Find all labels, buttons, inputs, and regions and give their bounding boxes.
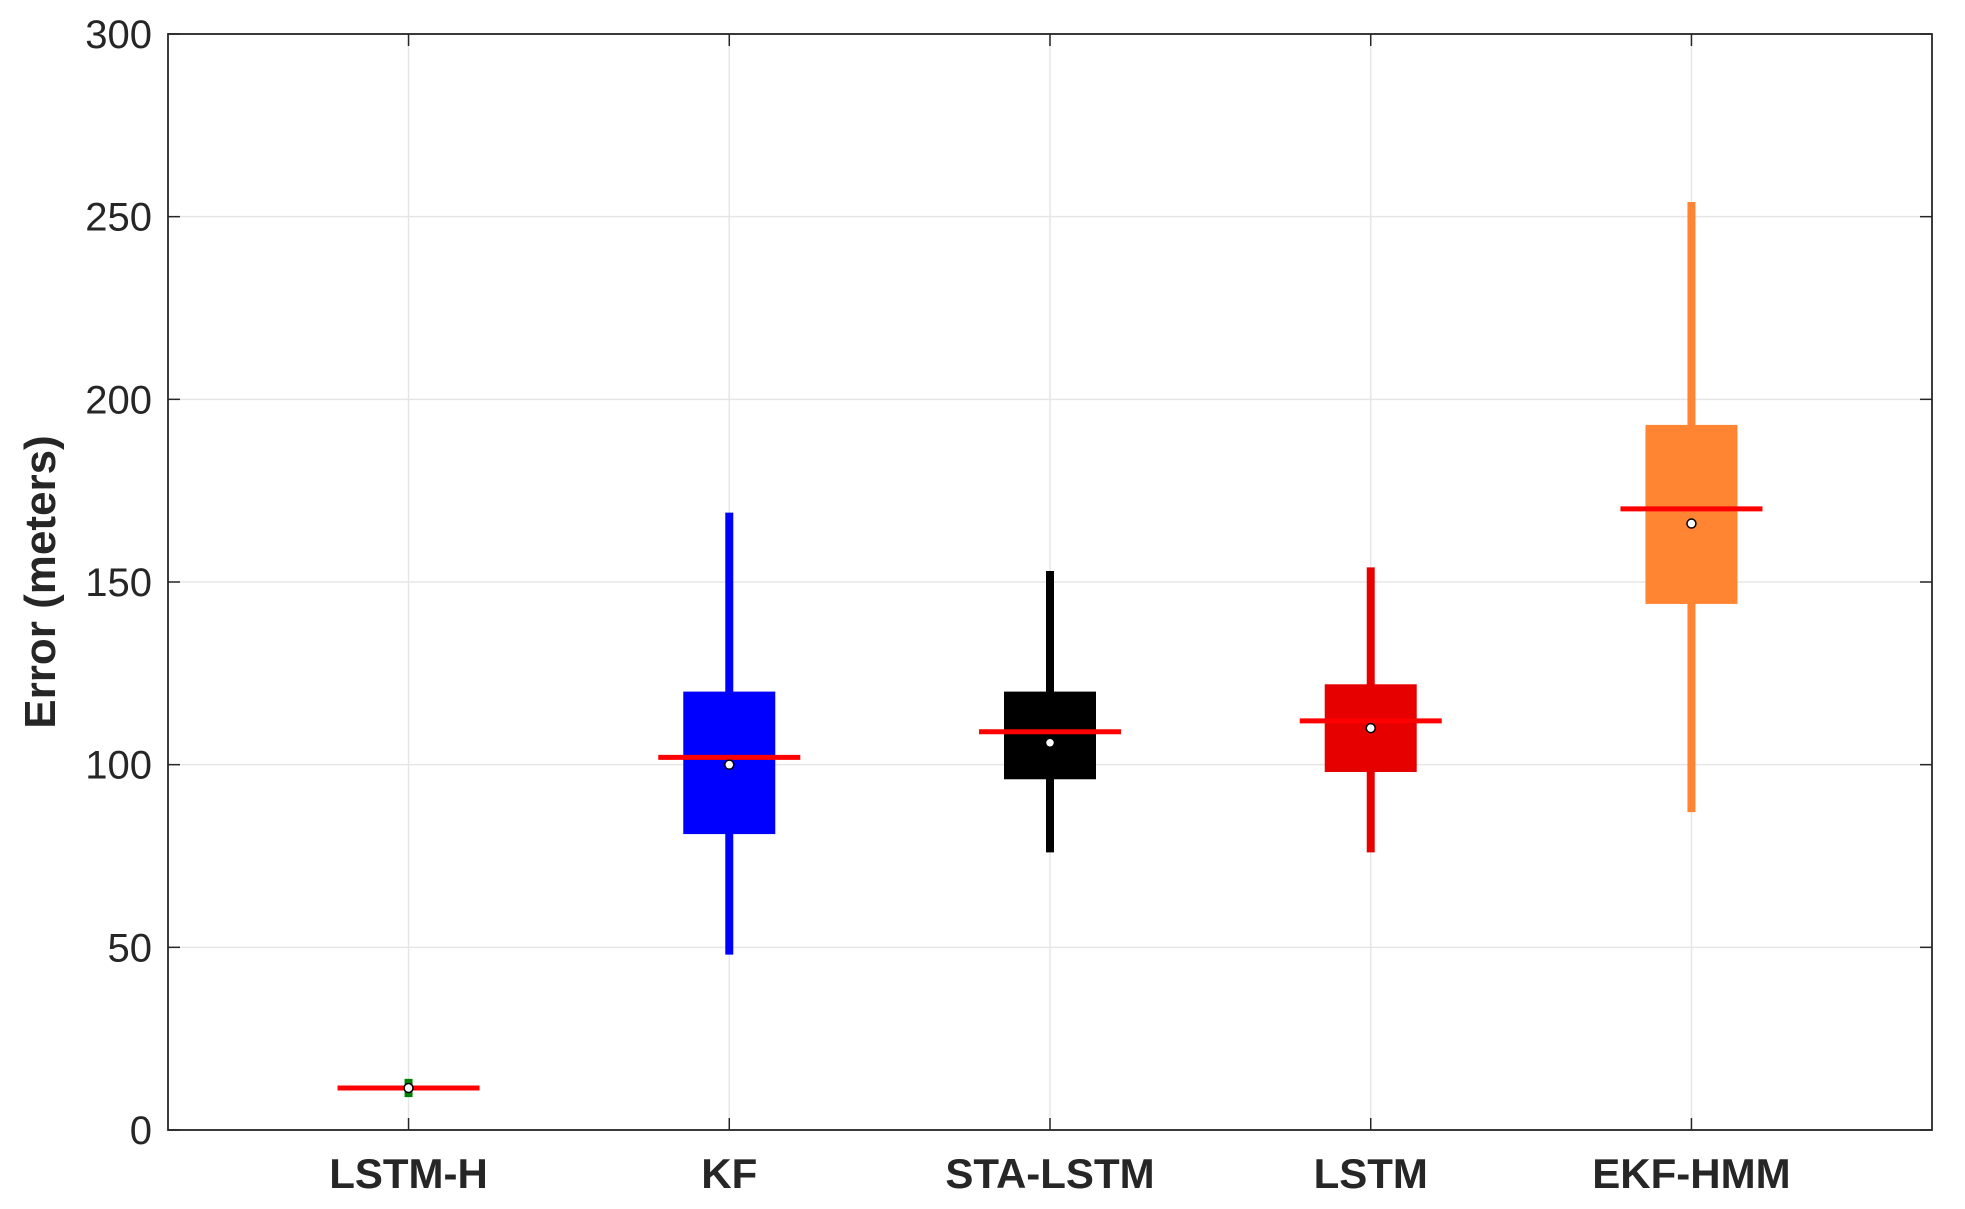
x-tick-label: STA-LSTM — [945, 1150, 1154, 1197]
y-tick-label: 300 — [85, 13, 152, 57]
y-tick-label: 200 — [85, 378, 152, 422]
mean-marker — [403, 1082, 414, 1094]
mean-marker — [1044, 737, 1056, 748]
x-tick-label: EKF-HMM — [1592, 1150, 1790, 1197]
x-tick-label: LSTM-H — [329, 1150, 488, 1197]
box — [1004, 691, 1096, 780]
y-tick-label: 150 — [85, 561, 152, 605]
x-tick-label: KF — [701, 1150, 757, 1197]
axes: 0 50 100 150 200 250 300 LSTM-H KF STA-LSTM LSTM EK… — [85, 13, 1933, 1197]
mean-marker — [1365, 722, 1376, 734]
y-axis-title: Error (meters) — [16, 435, 65, 728]
box-series — [337, 202, 1763, 1098]
mean-marker — [724, 759, 735, 770]
x-tick-label: LSTM — [1314, 1150, 1428, 1197]
box — [1645, 424, 1738, 604]
mean-marker — [1686, 518, 1697, 529]
y-tick-label: 100 — [85, 744, 152, 788]
y-tick-label: 250 — [85, 196, 152, 240]
y-tick-label: 50 — [108, 926, 153, 970]
plot-frame — [167, 33, 1933, 1131]
y-tick-label: 0 — [130, 1109, 152, 1153]
